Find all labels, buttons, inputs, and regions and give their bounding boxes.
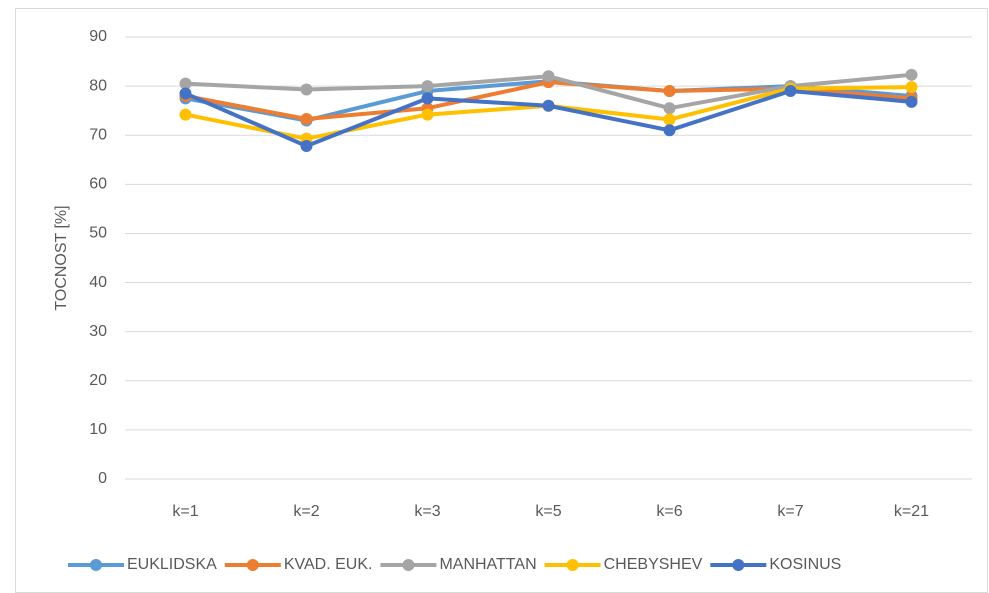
y-tick-label: 20 [89, 372, 107, 389]
data-point [300, 83, 313, 96]
legend-marker [566, 559, 579, 571]
y-tick-label: 40 [89, 274, 107, 291]
data-point [663, 102, 676, 115]
legend-label: KVAD. EUK. [284, 556, 373, 573]
data-point [421, 80, 434, 93]
x-tick-label: k=7 [777, 503, 803, 520]
y-tick-label: 70 [89, 126, 107, 143]
legend-label: MANHATTAN [439, 556, 536, 573]
series-line [185, 85, 912, 141]
legend-label: EUKLIDSKA [127, 556, 217, 573]
data-point [179, 108, 192, 121]
data-point [905, 95, 918, 108]
data-point [905, 81, 918, 94]
legend-marker [732, 559, 745, 571]
legend-marker [90, 559, 102, 571]
legend-marker [246, 559, 259, 571]
y-axis-label: TOCNOST [%] [53, 205, 70, 310]
data-point [421, 108, 434, 121]
x-tick-label: k=2 [293, 503, 319, 520]
data-point [663, 113, 676, 126]
data-point [663, 124, 676, 137]
y-tick-label: 50 [89, 225, 107, 242]
data-point [179, 87, 192, 100]
x-tick-label: k=5 [535, 503, 561, 520]
y-tick-label: 80 [89, 77, 107, 94]
y-tick-label: 30 [89, 323, 107, 340]
data-point [905, 68, 918, 81]
y-tick-label: 90 [89, 28, 107, 45]
data-point [784, 85, 797, 98]
legend-label: KOSINUS [769, 556, 841, 573]
legend-label: CHEBYSHEV [604, 556, 703, 573]
legend-marker [402, 559, 415, 571]
x-tick-label: k=3 [414, 503, 440, 520]
data-point [542, 70, 555, 83]
data-point [300, 140, 313, 153]
y-tick-label: 10 [89, 421, 107, 438]
data-point [663, 85, 676, 98]
data-point [300, 113, 313, 126]
data-point [542, 99, 555, 112]
y-tick-label: 60 [89, 176, 107, 193]
data-point [179, 77, 192, 90]
data-point [421, 92, 434, 105]
x-tick-label: k=1 [172, 503, 198, 520]
x-tick-label: k=21 [894, 503, 929, 520]
x-tick-label: k=6 [656, 503, 682, 520]
y-tick-label: 0 [98, 470, 107, 487]
